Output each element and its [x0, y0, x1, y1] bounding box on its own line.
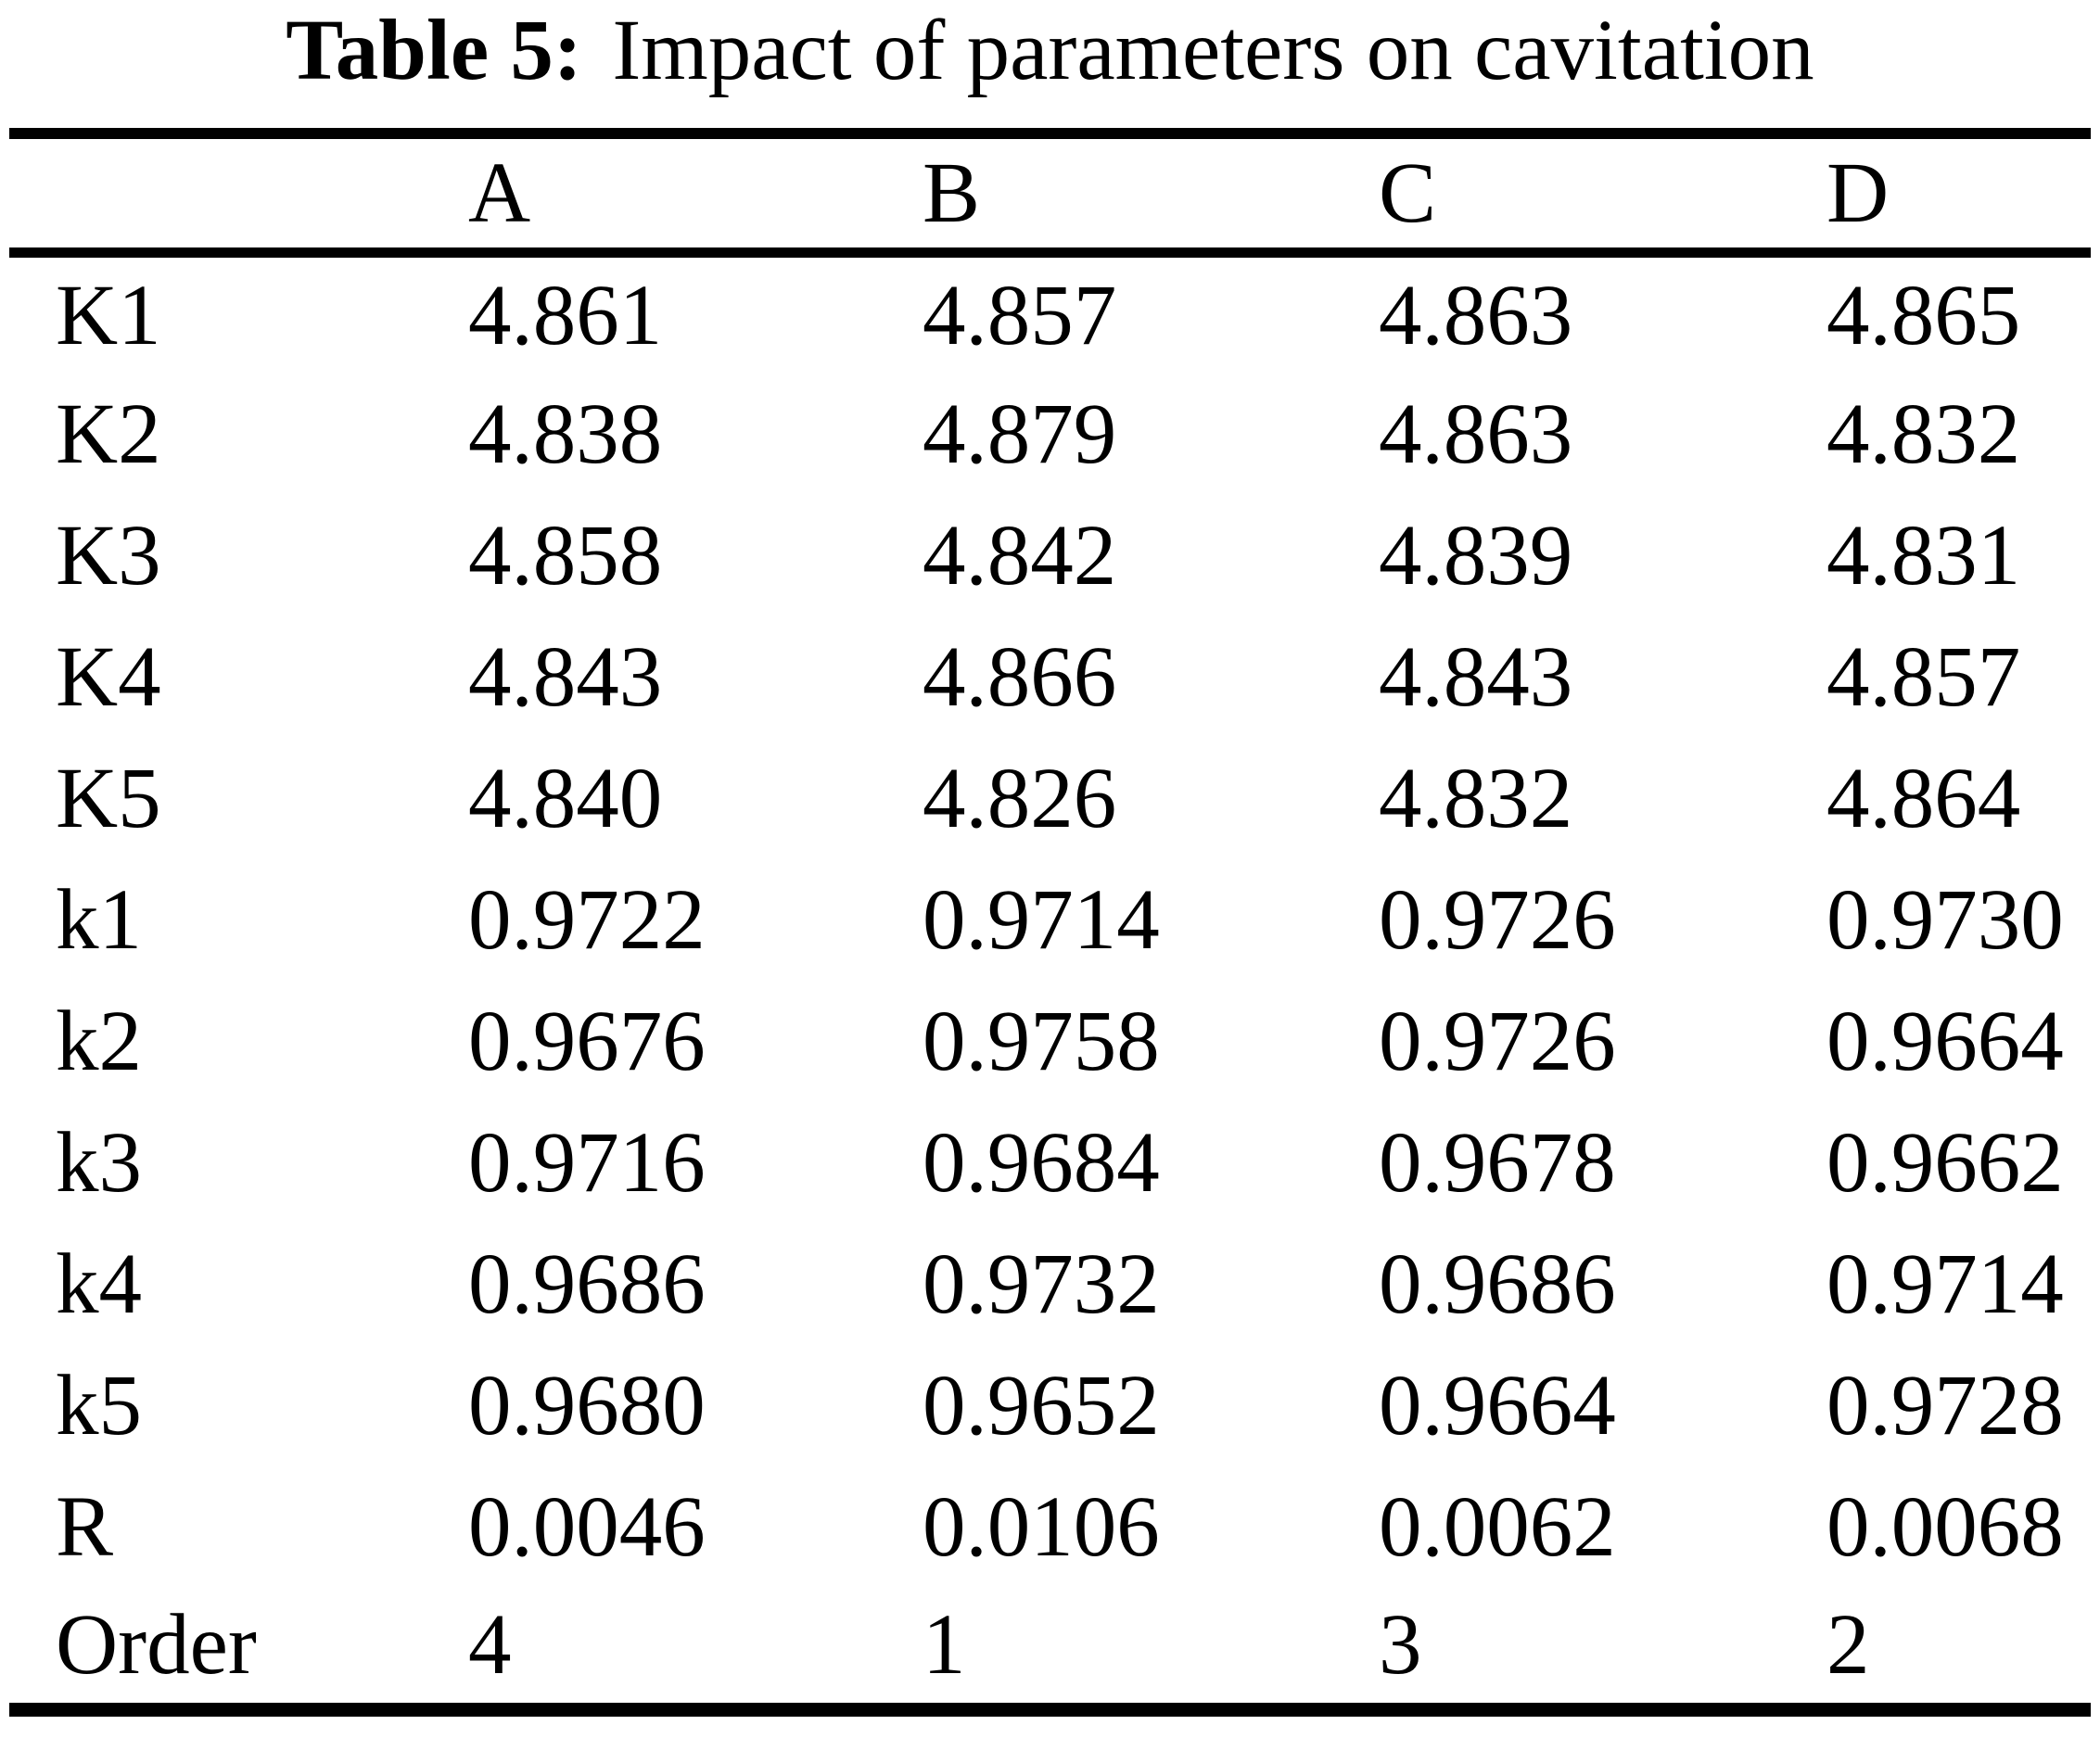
row-label: R	[56, 1479, 114, 1575]
cell: 4.879	[923, 387, 1117, 482]
cell: 0.9676	[468, 994, 706, 1089]
cell: 0.9678	[1379, 1115, 1616, 1211]
cell: 4.840	[468, 751, 663, 846]
cell: 4	[468, 1597, 512, 1693]
parameters-table: A B C D K1 4.861 4.857 4.863 4.865 K2 4.…	[9, 128, 2091, 1717]
row-label: k5	[56, 1358, 142, 1453]
cell: 0.9664	[1826, 994, 2064, 1089]
cell: 4.839	[1379, 508, 1573, 603]
table-row: k5 0.9680 0.9652 0.9664 0.9728	[9, 1345, 2091, 1466]
cell: 0.9716	[468, 1115, 706, 1211]
cell: 0.0068	[1826, 1479, 2064, 1575]
row-label: k4	[56, 1237, 142, 1332]
table-row: k2 0.9676 0.9758 0.9726 0.9664	[9, 981, 2091, 1102]
cell: 4.865	[1826, 267, 2021, 363]
cell: 4.863	[1379, 387, 1573, 482]
row-label: K3	[56, 508, 161, 603]
cell: 4.863	[1379, 267, 1573, 363]
cell: 0.9686	[1379, 1237, 1616, 1332]
cell: 0.9758	[923, 994, 1160, 1089]
cell: 3	[1379, 1597, 1422, 1693]
cell: 0.0046	[468, 1479, 706, 1575]
cell: 2	[1826, 1597, 1870, 1693]
row-label: K2	[56, 387, 161, 482]
table-caption: Table 5: Impact of parameters on cavitati…	[0, 0, 2100, 128]
table-row: Order 4 1 3 2	[9, 1588, 2091, 1709]
cell: 4.857	[923, 267, 1117, 363]
table-row: k3 0.9716 0.9684 0.9678 0.9662	[9, 1102, 2091, 1224]
caption-text: Impact of parameters on cavitation	[612, 3, 1814, 98]
cell: 4.831	[1826, 508, 2021, 603]
table-row: R 0.0046 0.0106 0.0062 0.0068	[9, 1466, 2091, 1588]
column-header-b: B	[923, 145, 981, 241]
cell: 4.857	[1826, 629, 2021, 725]
column-header-d: D	[1826, 145, 1890, 241]
row-label: k2	[56, 994, 142, 1089]
row-label: K4	[56, 629, 161, 725]
cell: 4.838	[468, 387, 663, 482]
cell: 0.9686	[468, 1237, 706, 1332]
cell: 4.866	[923, 629, 1117, 725]
row-label: k3	[56, 1115, 142, 1211]
cell: 0.9728	[1826, 1358, 2064, 1453]
cell: 0.9652	[923, 1358, 1160, 1453]
cell: 4.861	[468, 267, 663, 363]
cell: 4.843	[1379, 629, 1573, 725]
row-label: K5	[56, 751, 161, 846]
cell: 4.864	[1826, 751, 2021, 846]
table-row: K3 4.858 4.842 4.839 4.831	[9, 495, 2091, 616]
cell: 1	[923, 1597, 966, 1693]
cell: 0.9664	[1379, 1358, 1616, 1453]
cell: 4.826	[923, 751, 1117, 846]
row-label: k1	[56, 872, 142, 968]
table-row: k4 0.9686 0.9732 0.9686 0.9714	[9, 1224, 2091, 1345]
cell: 0.9684	[923, 1115, 1160, 1211]
table-row: K4 4.843 4.866 4.843 4.857	[9, 616, 2091, 738]
cell: 4.842	[923, 508, 1117, 603]
table-row: K2 4.838 4.879 4.863 4.832	[9, 374, 2091, 495]
cell: 0.9722	[468, 872, 706, 968]
header-row: A B C D	[9, 133, 2091, 252]
cell: 0.0106	[923, 1479, 1160, 1575]
cell: 0.9732	[923, 1237, 1160, 1332]
cell: 0.9680	[468, 1358, 706, 1453]
column-header-a: A	[468, 145, 531, 241]
cell: 0.9662	[1826, 1115, 2064, 1211]
cell: 0.9730	[1826, 872, 2064, 968]
cell: 4.832	[1826, 387, 2021, 482]
cell: 4.832	[1379, 751, 1573, 846]
cell: 0.0062	[1379, 1479, 1616, 1575]
column-header-c: C	[1379, 145, 1437, 241]
caption-label: Table 5:	[286, 3, 582, 98]
cell: 4.858	[468, 508, 663, 603]
table-row: K1 4.861 4.857 4.863 4.865	[9, 252, 2091, 374]
row-label: Order	[56, 1597, 257, 1693]
table-row: K5 4.840 4.826 4.832 4.864	[9, 738, 2091, 859]
row-label: K1	[56, 267, 161, 363]
table-row: k1 0.9722 0.9714 0.9726 0.9730	[9, 859, 2091, 981]
cell: 0.9714	[923, 872, 1160, 968]
cell: 4.843	[468, 629, 663, 725]
cell: 0.9726	[1379, 994, 1616, 1089]
cell: 0.9714	[1826, 1237, 2064, 1332]
corner-cell	[9, 133, 468, 252]
cell: 0.9726	[1379, 872, 1616, 968]
